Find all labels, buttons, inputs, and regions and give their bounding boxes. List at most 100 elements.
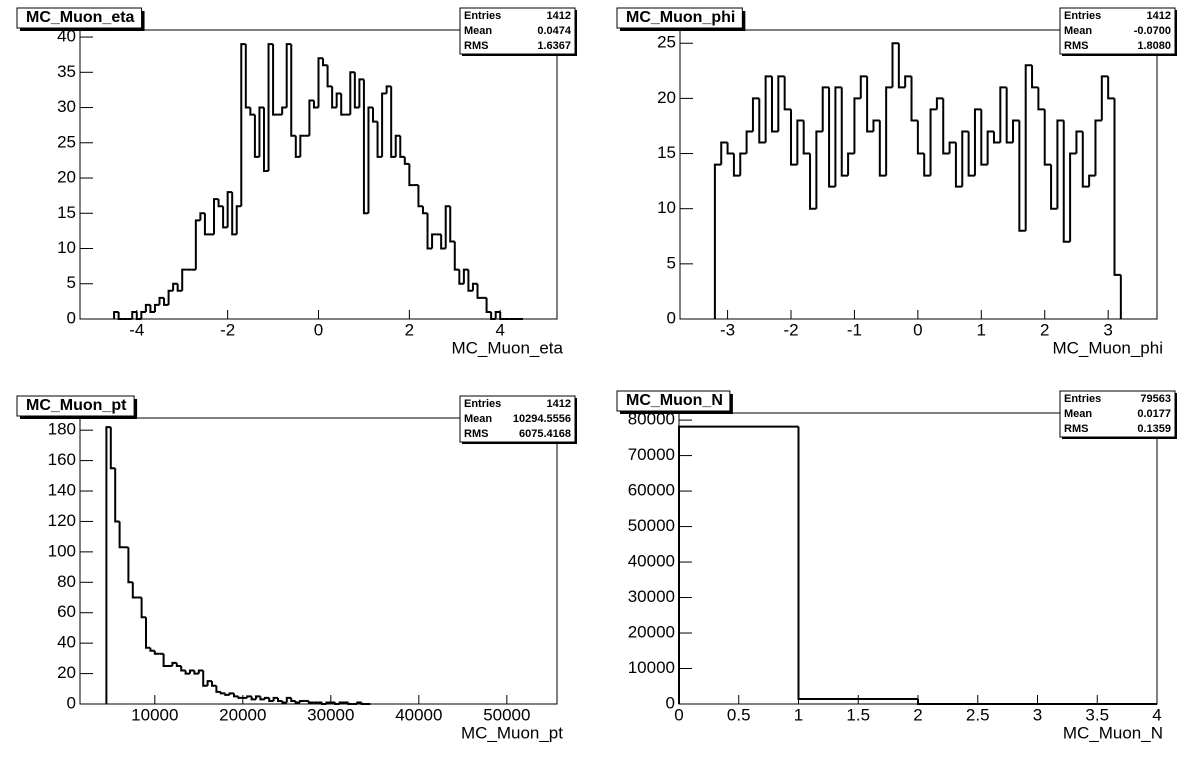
stats-value: 79563 <box>1140 393 1171 405</box>
histogram-bin <box>272 44 278 116</box>
y-tick-label: 15 <box>657 143 676 162</box>
y-tick-label: 30000 <box>628 587 675 606</box>
histogram-bin <box>967 131 975 177</box>
stats-value: 1412 <box>547 10 571 22</box>
x-axis-title: MC_Muon_N <box>1063 723 1163 742</box>
histogram-bin <box>325 701 331 704</box>
histogram-bin <box>153 303 160 312</box>
histogram-bin <box>312 100 319 109</box>
histogram-bin <box>897 43 906 89</box>
stats-box <box>1059 390 1176 438</box>
y-tick-label: 50000 <box>628 516 675 535</box>
histogram-bin <box>317 57 324 108</box>
histogram-bin <box>453 241 460 271</box>
y-tick-label: 40 <box>57 27 76 46</box>
histogram-bin <box>847 152 855 176</box>
histogram-bin <box>131 310 137 319</box>
histogram-bin <box>105 426 111 704</box>
histogram-bin <box>1056 119 1064 209</box>
histogram-bin <box>417 185 423 208</box>
histogram-bin <box>235 205 242 235</box>
histogram-bin <box>840 87 849 177</box>
histogram-bin <box>828 87 836 188</box>
histogram-bin <box>285 43 292 108</box>
histogram-bin <box>872 119 880 132</box>
histogram-bin <box>356 701 362 704</box>
histogram-bin <box>203 213 210 236</box>
histogram-bin <box>268 697 274 702</box>
histogram-bin <box>973 108 982 176</box>
histogram-bin <box>1024 64 1033 231</box>
histogram-bin <box>426 213 433 250</box>
histogram-bin <box>367 106 374 214</box>
y-tick-label: 80000 <box>628 410 675 429</box>
x-tick-label: 50000 <box>483 705 530 724</box>
histogram-bin <box>299 699 305 703</box>
histogram-bin <box>211 681 217 687</box>
stats-value: -0.0700 <box>1134 25 1171 37</box>
x-tick-label: 3.5 <box>1085 705 1109 724</box>
x-tick-label: -3 <box>720 320 735 339</box>
x-tick-label: -2 <box>783 320 798 339</box>
histogram-bin <box>175 662 182 667</box>
histogram-bin <box>222 206 228 229</box>
stats-label: RMS <box>1064 40 1088 52</box>
histogram-bin <box>360 702 367 705</box>
plot-frame <box>679 29 1158 320</box>
histogram-bin <box>267 43 274 171</box>
histogram-bin <box>732 153 741 177</box>
histogram-bin <box>834 86 842 187</box>
histogram-bin <box>224 693 230 696</box>
x-axis-title: MC_Muon_eta <box>451 338 563 357</box>
histogram-bin <box>385 85 392 94</box>
histogram-bin <box>815 130 823 209</box>
histogram-bin <box>145 617 151 649</box>
histogram-bin <box>923 153 931 177</box>
x-tick-label: 1 <box>794 705 803 724</box>
histogram-bin <box>144 303 151 312</box>
histogram-bin <box>172 282 178 291</box>
y-tick-label: 20 <box>57 168 76 187</box>
x-tick-label: 2.5 <box>966 705 990 724</box>
histogram-bin <box>372 107 378 123</box>
histogram-bin <box>1075 130 1083 154</box>
histogram-bin <box>181 268 187 291</box>
chart-title: MC_Muon_N <box>626 392 723 409</box>
y-tick-label: 40 <box>57 633 76 652</box>
histogram-bin <box>217 199 224 208</box>
x-axis-title: MC_Muon_pt <box>461 723 563 742</box>
histogram-bin <box>237 696 243 699</box>
stats-value: 0.0474 <box>537 25 572 37</box>
histogram-bin <box>340 93 346 116</box>
histogram-bin <box>929 108 937 176</box>
x-tick-label: -2 <box>220 320 235 339</box>
histogram-bin <box>113 310 119 319</box>
stats-box <box>459 7 576 55</box>
y-tick-label: 25 <box>57 132 76 151</box>
histogram-bin <box>272 696 279 701</box>
histogram-bin <box>431 233 437 249</box>
histogram-bin <box>290 44 296 137</box>
histogram-bin <box>878 120 887 177</box>
histogram-bin <box>226 191 233 228</box>
histogram-bin <box>790 109 798 166</box>
histogram-bin <box>290 697 296 702</box>
histogram-bin <box>1050 164 1058 210</box>
histogram-bin <box>294 700 301 704</box>
x-tick-label: 1 <box>977 320 986 339</box>
title-box <box>616 390 731 412</box>
y-tick-label: 0 <box>667 308 676 327</box>
histogram-bin <box>1062 120 1071 243</box>
histogram-bin <box>764 75 772 143</box>
stats-label: Mean <box>464 413 492 425</box>
histogram-bin <box>118 521 125 549</box>
y-tick-label: 160 <box>48 450 76 469</box>
histogram-bin <box>244 44 251 109</box>
histogram-bin <box>399 135 405 158</box>
histogram-bin <box>1012 119 1020 143</box>
chart-title: MC_Muon_pt <box>26 397 127 414</box>
histogram-bin <box>189 669 195 674</box>
histogram-bin <box>167 289 174 305</box>
histogram-bin <box>471 282 478 291</box>
histogram-bin <box>853 97 861 154</box>
